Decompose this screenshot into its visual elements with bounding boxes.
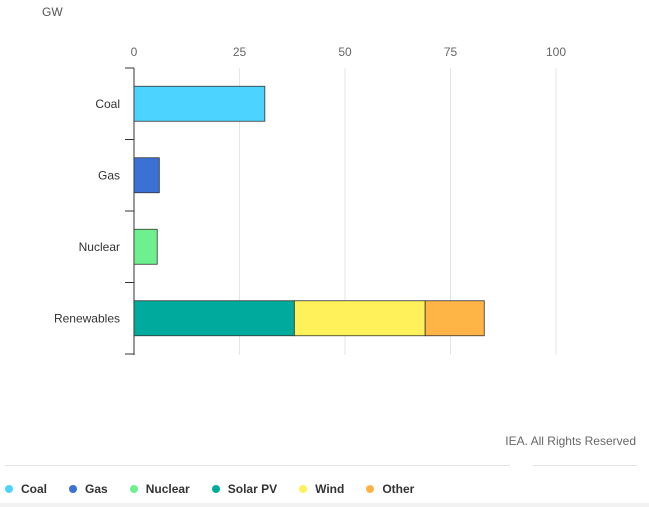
legend-item[interactable]: Solar PV [211, 482, 278, 496]
bottom-strip [0, 503, 649, 507]
legend-label: Nuclear [145, 482, 190, 496]
legend-label: Coal [21, 482, 48, 496]
bar-solar-pv [133, 300, 295, 337]
bar-wind [293, 300, 426, 337]
divider [5, 465, 510, 466]
legend: Coal Gas Nuclear Solar PV Wind Other [5, 482, 436, 496]
legend-swatch [366, 485, 375, 493]
legend-swatch [69, 485, 78, 493]
legend-item[interactable]: Other [366, 482, 414, 496]
bar-coal [133, 85, 266, 122]
x-tick-label: 50 [338, 45, 352, 59]
legend-swatch [299, 485, 308, 493]
category-label: Gas [98, 168, 120, 182]
legend-item[interactable]: Coal [5, 482, 47, 496]
x-tick-label: 25 [233, 45, 247, 59]
bar-gas [133, 157, 160, 194]
bar-other [424, 300, 485, 337]
legend-item[interactable]: Wind [299, 482, 344, 496]
x-tick-label: 100 [546, 45, 566, 59]
legend-swatch [129, 485, 138, 493]
category-label: Coal [95, 97, 120, 111]
unit-label: GW [42, 5, 63, 19]
legend-label: Gas [85, 482, 108, 496]
x-tick-label: 0 [131, 45, 138, 59]
bar-nuclear [133, 228, 158, 265]
legend-swatch [211, 485, 220, 493]
legend-item[interactable]: Nuclear [129, 482, 190, 496]
legend-label: Solar PV [227, 482, 278, 496]
x-tick-label: 75 [444, 45, 458, 59]
legend-swatch [5, 485, 13, 493]
legend-label: Wind [315, 482, 345, 496]
legend-label: Other [382, 482, 415, 496]
category-label: Renewables [54, 311, 120, 325]
copyright-credit: IEA. All Rights Reserved [505, 434, 636, 448]
divider [533, 465, 637, 466]
category-label: Nuclear [79, 240, 120, 254]
legend-item[interactable]: Gas [69, 482, 108, 496]
